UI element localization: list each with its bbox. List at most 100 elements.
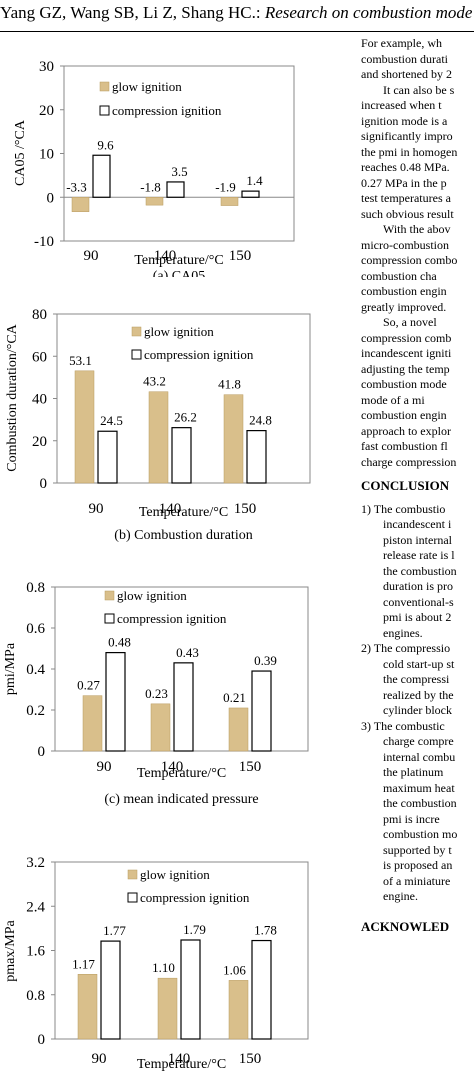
y-tick-label: 0 [47, 190, 55, 206]
x-tick-label: 150 [234, 501, 257, 517]
bar-glow-ignition [223, 394, 244, 484]
x-tick-label: 90 [92, 1051, 107, 1067]
text-line: compression combo [361, 253, 458, 267]
y-tick-label: -10 [34, 234, 54, 250]
legend-label-compression: compression ignition [140, 890, 250, 905]
bar-compression-ignition [171, 427, 192, 484]
bar-glow-ignition [145, 197, 164, 206]
text-line: significantly impro [361, 129, 453, 143]
y-tick-label: 0.8 [26, 988, 45, 1004]
text-line: such obvious result [361, 206, 454, 221]
y-tick-label: 0.6 [26, 621, 45, 637]
text-line: 0.27 MPa in the p [361, 175, 447, 190]
y-tick-label: 10 [39, 147, 54, 163]
text-line: 3) The combustic [361, 718, 445, 733]
y-axis-label: pmax/MPa [3, 919, 18, 981]
data-label-compression: 9.6 [97, 137, 114, 152]
y-tick-label: 3.2 [26, 855, 45, 871]
data-label-glow: 41.8 [218, 377, 241, 392]
data-label-compression: 0.48 [108, 635, 131, 650]
text-line: pmi is incre [383, 811, 440, 826]
right-column-text: For example, wh combustion durati and sh… [361, 36, 474, 934]
text-line: compression comb [361, 330, 452, 345]
data-label-glow: 1.17 [72, 956, 95, 971]
bar-glow-ignition [77, 974, 98, 1040]
text-line: combustion engin [361, 408, 447, 422]
x-tick-label: 140 [161, 759, 184, 775]
text-line: 1) The combustio [361, 501, 446, 516]
data-label-glow: -1.8 [140, 179, 161, 194]
y-tick-label: 40 [32, 392, 47, 408]
text-line: combustion mo [383, 827, 458, 841]
text-line: adjusting the temp [361, 361, 450, 376]
text-line: 2) The compressio [361, 641, 451, 655]
x-tick-label: 90 [89, 501, 104, 517]
bar-glow-ignition [220, 197, 239, 206]
paragraph-2: It can also be s increased when t igniti… [361, 83, 474, 223]
y-axis-label: CA05 /°CA [13, 119, 28, 186]
legend-label-glow: glow ignition [117, 588, 187, 603]
x-tick-label: 140 [168, 1051, 191, 1067]
text-line: combustion engin [361, 284, 447, 298]
text-line: maximum heat [383, 780, 455, 795]
text-line: engines. [383, 625, 423, 640]
y-tick-label: 0.4 [26, 662, 45, 678]
data-label-glow: 0.21 [223, 690, 246, 705]
header-rule [0, 31, 474, 32]
legend-swatch-compression [131, 349, 142, 360]
paragraph-4: So, a novel compression comb incandescen… [361, 315, 474, 470]
conclusion-item-3: 3) The combustic charge compre internal … [361, 719, 474, 905]
legend-swatch-glow [127, 869, 138, 880]
text-line: cylinder block [383, 703, 452, 717]
paragraph-3: With the abov micro-combustion compressi… [361, 222, 474, 315]
chart-mean-indicated-pressure: 0 0.2 0.4 0.6 0.8 pmi/MPa 0.27 0.48 90 0.23 0.43 14… [3, 580, 309, 807]
data-label-compression: 0.39 [254, 653, 277, 668]
data-label-glow: 53.1 [69, 353, 92, 368]
chart-ca05: -10 0 10 20 30 CA05 /°CA -3.3 9.6 90 -1.8 3.5 140 -1… [13, 59, 295, 277]
bar-glow-ignition [157, 977, 178, 1040]
y-tick-label: 20 [32, 434, 47, 450]
legend-swatch-glow [131, 326, 142, 337]
text-line: piston internal [383, 532, 452, 547]
heading-acknowledgement: ACKNOWLED [361, 918, 450, 934]
figure-d: 0 0.8 1.6 2.4 3.2 pmax/MPa 1.17 1.77 90 1.10 1.79 1… [0, 835, 330, 1080]
text-line: test temperatures a [361, 191, 451, 205]
text-line: So, a novel [383, 315, 437, 329]
y-tick-label: 0.8 [26, 580, 45, 596]
bar-glow-ignition [228, 980, 249, 1040]
y-tick-label: 30 [39, 59, 54, 75]
legend-label-glow: glow ignition [140, 867, 210, 882]
legend-label-glow: glow ignition [112, 79, 182, 94]
text-line: combustion durati [361, 51, 448, 66]
text-line: incandescent igniti [361, 346, 452, 360]
text-line: With the abov [383, 222, 451, 236]
text-line: combustion mode [361, 377, 447, 391]
figure-caption: (c) mean indicated pressure [104, 792, 258, 807]
bar-glow-ignition [82, 695, 103, 752]
data-label-compression: 0.43 [176, 645, 199, 660]
text-line: release rate is l [383, 548, 455, 562]
text-line: charge compression [361, 454, 457, 469]
bar-compression-ignition [246, 430, 267, 484]
bar-compression-ignition [97, 430, 118, 484]
chart-maximum-pressure: 0 0.8 1.6 2.4 3.2 pmax/MPa 1.17 1.77 90 1.10 1.79 1… [3, 855, 309, 1072]
text-line: the platinum [383, 765, 444, 779]
text-line: reaches 0.48 MPa. [361, 160, 450, 174]
paragraph-1: For example, wh combustion durati and sh… [361, 36, 474, 83]
y-tick-label: 20 [39, 103, 54, 119]
x-axis-label: Temperature/°C [139, 505, 228, 520]
data-label-glow: 1.10 [152, 960, 175, 975]
bar-compression-ignition [241, 190, 260, 198]
text-line: the combustion [383, 796, 457, 810]
text-line: incandescent i [383, 517, 452, 531]
text-line: charge compre [383, 734, 454, 748]
figure-caption: (b) Combustion duration [114, 528, 252, 543]
text-line: cold start-up st [383, 656, 455, 671]
plot-frame [63, 65, 295, 242]
text-line: duration is pro [383, 579, 453, 593]
y-axis-label: pmi/MPa [3, 642, 18, 695]
y-axis-label: Combustion duration/°CA [5, 323, 20, 471]
text-line: engine. [383, 889, 418, 903]
legend-swatch-compression [104, 613, 115, 624]
text-line: For example, wh [361, 36, 442, 50]
